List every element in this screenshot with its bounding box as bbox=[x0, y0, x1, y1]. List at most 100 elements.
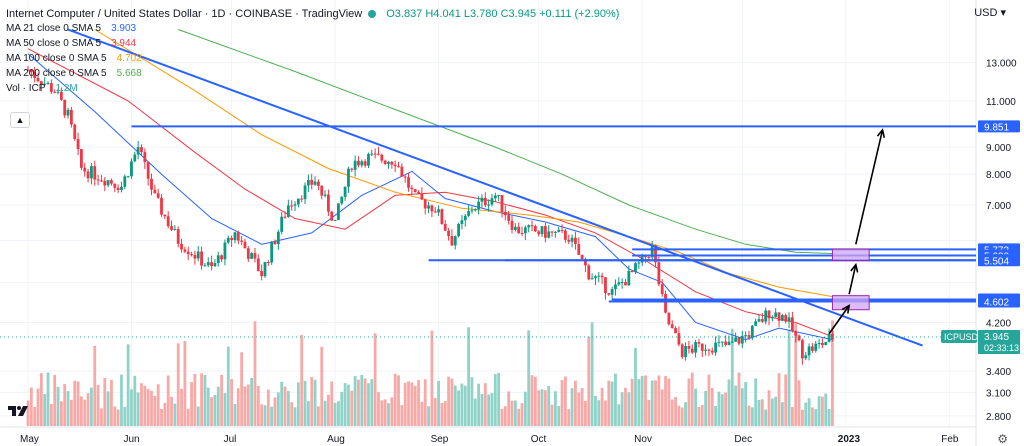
candle-body bbox=[347, 168, 350, 187]
volume-bar bbox=[286, 391, 290, 426]
volume-bar bbox=[103, 377, 107, 426]
volume-bar bbox=[577, 392, 581, 426]
indicator-label: MA 50 close 0 SMA 5 bbox=[6, 37, 102, 49]
volume-bar bbox=[250, 377, 254, 426]
price-label-box bbox=[978, 254, 1020, 267]
chevron-up-icon[interactable]: ▲ bbox=[10, 112, 30, 128]
ticker-label: ICPUSD bbox=[944, 332, 979, 342]
volume-bar bbox=[604, 400, 607, 426]
indicator-legend-row[interactable]: MA 50 close 0 SMA 5 3.944 bbox=[6, 36, 619, 51]
indicator-legend-row[interactable]: Vol · ICP 1.2M bbox=[6, 81, 619, 96]
volume-bar bbox=[193, 373, 197, 426]
price-tick-label: 11.000 bbox=[986, 97, 1016, 108]
drawings[interactable] bbox=[0, 28, 976, 347]
indicator-legend-row[interactable]: MA 100 close 0 SMA 5 4.702 bbox=[6, 51, 619, 66]
volume-bar bbox=[490, 392, 494, 426]
candle-body bbox=[360, 161, 364, 166]
time-tick-label: Sep bbox=[431, 434, 449, 445]
price-label-box bbox=[978, 295, 1020, 308]
volume-bar bbox=[190, 382, 193, 426]
volume-bar bbox=[110, 379, 113, 426]
volume-bar bbox=[350, 390, 354, 426]
volume-bar bbox=[383, 399, 387, 426]
last-price-box bbox=[978, 329, 1020, 354]
candle-body bbox=[56, 91, 60, 93]
volume-bar bbox=[677, 405, 681, 426]
price-axis[interactable]: 13.000 11.000 9.000 8.000 7.000 4.200 3.400 3.1… bbox=[941, 58, 1020, 423]
indicator-legend-row[interactable]: MA 21 close 0 SMA 5 3.903 bbox=[6, 21, 619, 36]
candle-body bbox=[774, 312, 778, 317]
indicator-legend-row[interactable]: MA 200 close 0 SMA 5 5.668 bbox=[6, 66, 619, 81]
volume-bar bbox=[564, 376, 567, 426]
candle-body bbox=[233, 232, 237, 241]
volume-bar bbox=[624, 387, 627, 426]
candle-body bbox=[340, 196, 344, 204]
volume-bar bbox=[520, 403, 524, 426]
volume-bar bbox=[747, 405, 751, 426]
gear-icon[interactable]: ⚙ bbox=[997, 432, 1008, 446]
volume-bar bbox=[260, 404, 264, 426]
volume-bar bbox=[206, 387, 210, 426]
candle-body bbox=[717, 341, 721, 343]
volume-bar bbox=[560, 380, 564, 426]
candle-body bbox=[123, 176, 127, 187]
volume-bar bbox=[821, 396, 824, 426]
chart-legend: Internet Computer / United States Dollar… bbox=[6, 6, 619, 96]
volume-bar bbox=[614, 373, 617, 426]
time-tick-label: Aug bbox=[327, 434, 345, 445]
volume-bar bbox=[437, 380, 440, 426]
volume-bar bbox=[373, 333, 377, 426]
volume-bar bbox=[750, 407, 754, 426]
candle-body bbox=[90, 166, 93, 179]
volume-bar bbox=[49, 403, 53, 426]
candle-body bbox=[500, 195, 504, 212]
bar-countdown: 02:33:13 bbox=[984, 343, 1019, 353]
volume-bar bbox=[370, 379, 374, 426]
volume-bar bbox=[320, 346, 324, 426]
candle-body bbox=[660, 284, 664, 294]
price-label: 5.504 bbox=[984, 256, 1009, 267]
volume-bar bbox=[460, 383, 464, 426]
candle-body bbox=[33, 72, 37, 78]
volume-bar bbox=[53, 374, 57, 426]
indicator-value: 5.668 bbox=[116, 67, 142, 79]
candle-body bbox=[510, 220, 514, 230]
volume-bar bbox=[290, 402, 294, 426]
volume-bar bbox=[343, 383, 347, 426]
volume-bar bbox=[413, 385, 417, 426]
candle-body bbox=[590, 278, 594, 280]
candle-body bbox=[380, 154, 384, 161]
time-axis[interactable]: May Jun Jul Aug Sep Oct Nov Dec 2023 Feb bbox=[20, 434, 959, 445]
volume-bar bbox=[797, 380, 801, 426]
candle-body bbox=[136, 147, 140, 155]
volume-bar bbox=[136, 392, 140, 426]
volume-bar bbox=[687, 378, 691, 426]
candle-body bbox=[794, 331, 798, 336]
volume-bar bbox=[126, 344, 130, 426]
candle-body bbox=[110, 180, 113, 184]
candle-body bbox=[213, 263, 217, 267]
tradingview-logo-icon bbox=[8, 406, 28, 416]
volume-bar bbox=[740, 388, 744, 426]
volume-bar bbox=[430, 330, 434, 426]
candle-body bbox=[66, 109, 70, 116]
volume-bar bbox=[410, 382, 414, 426]
candle-body bbox=[253, 253, 257, 259]
volume-bar bbox=[664, 376, 667, 426]
volume-bar bbox=[90, 387, 93, 426]
volume-bar bbox=[697, 406, 701, 426]
currency-selector[interactable]: USD ▾ bbox=[974, 7, 1006, 19]
arrow-line bbox=[848, 264, 857, 295]
candle-body bbox=[483, 197, 487, 206]
candle-body bbox=[236, 232, 240, 241]
candle-body bbox=[36, 77, 40, 82]
candle-body bbox=[443, 224, 447, 231]
candle-body bbox=[817, 343, 821, 345]
candle-body bbox=[46, 83, 50, 85]
candle-body bbox=[216, 255, 220, 264]
candle-body bbox=[463, 215, 467, 221]
candle-body bbox=[163, 214, 167, 217]
time-tick-label: May bbox=[20, 434, 39, 445]
volume-bar bbox=[503, 406, 507, 426]
